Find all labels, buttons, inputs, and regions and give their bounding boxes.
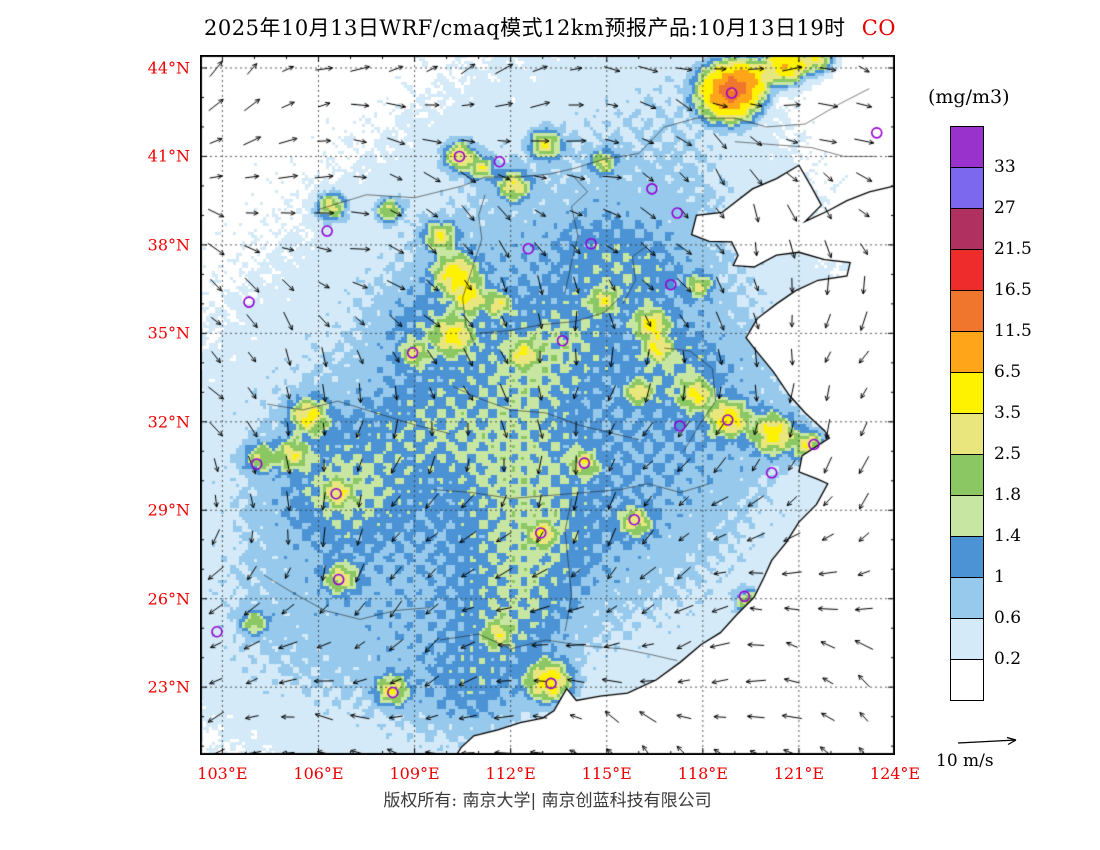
colorbar-block (950, 167, 984, 209)
lat-axis-label: 35°N (147, 323, 190, 343)
copyright: 版权所有: 南京大学| 南京创蓝科技有限公司 (383, 791, 712, 811)
lon-axis-label: 118°E (677, 764, 728, 783)
colorbar-label: 2.5 (994, 444, 1022, 464)
colorbar-block (950, 208, 984, 250)
lat-axis-label: 38°N (147, 235, 190, 255)
lon-axis-label: 115°E (581, 764, 632, 783)
colorbar-label: 11.5 (994, 321, 1032, 341)
colorbar-label: 1 (994, 567, 1005, 587)
colorbar: 33 27 21.5 16.5 11.5 6.5 3.5 2.5 1.8 1.4 1 0.6 0.2 (950, 126, 1032, 701)
colorbar-block (950, 618, 984, 660)
colorbar-block (950, 290, 984, 332)
wind-reference-label: 10 m/s (936, 751, 994, 771)
lat-axis-label: 26°N (147, 589, 190, 609)
colorbar-label: 0.2 (994, 649, 1022, 669)
colorbar-block (950, 659, 984, 701)
lat-axis-label: 29°N (147, 500, 190, 520)
colorbar-label: 3.5 (994, 403, 1022, 423)
colorbar-block (950, 577, 984, 619)
lat-axis-label: 44°N (147, 58, 190, 78)
lat-axis-label: 41°N (147, 146, 190, 166)
colorbar-label: 16.5 (994, 280, 1032, 300)
chart-title-text: 2025年10月13日WRF/cmaq模式12km预报产品:10月13日19时 (204, 16, 846, 40)
chart-title: 2025年10月13日WRF/cmaq模式12km预报产品:10月13日19时 C… (90, 12, 1010, 42)
colorbar-block (950, 126, 984, 168)
colorbar-label: 27 (994, 198, 1016, 218)
colorbar-label: 21.5 (994, 239, 1032, 259)
lon-axis-label: 121°E (773, 764, 825, 783)
colorbar-units: (mg/m3) (928, 86, 1010, 108)
colorbar-label: 1.4 (994, 526, 1022, 546)
colorbar-label: 6.5 (994, 362, 1022, 382)
colorbar-block (950, 413, 984, 455)
lon-axis-label: 124°E (869, 764, 921, 783)
wind-reference-arrow (957, 736, 1017, 746)
lon-axis-label: 106°E (293, 764, 344, 783)
lon-axis-label: 109°E (389, 764, 440, 783)
colorbar-block (950, 495, 984, 537)
colorbar-block (950, 372, 984, 414)
chart-title-species: CO (861, 16, 896, 40)
colorbar-label: 33 (994, 157, 1016, 177)
colorbar-block (950, 249, 984, 291)
colorbar-label: 1.8 (994, 485, 1022, 505)
wind-legend: 10 m/s (936, 734, 1046, 771)
lat-axis-label: 23°N (147, 677, 190, 697)
lon-axis-label: 103°E (197, 764, 248, 783)
lon-axis-label: 112°E (485, 764, 536, 783)
colorbar-block (950, 331, 984, 373)
lat-axis-label: 32°N (147, 412, 190, 432)
map-plot (200, 55, 895, 755)
colorbar-label: 0.6 (994, 608, 1022, 628)
colorbar-block (950, 536, 984, 578)
colorbar-block (950, 454, 984, 496)
